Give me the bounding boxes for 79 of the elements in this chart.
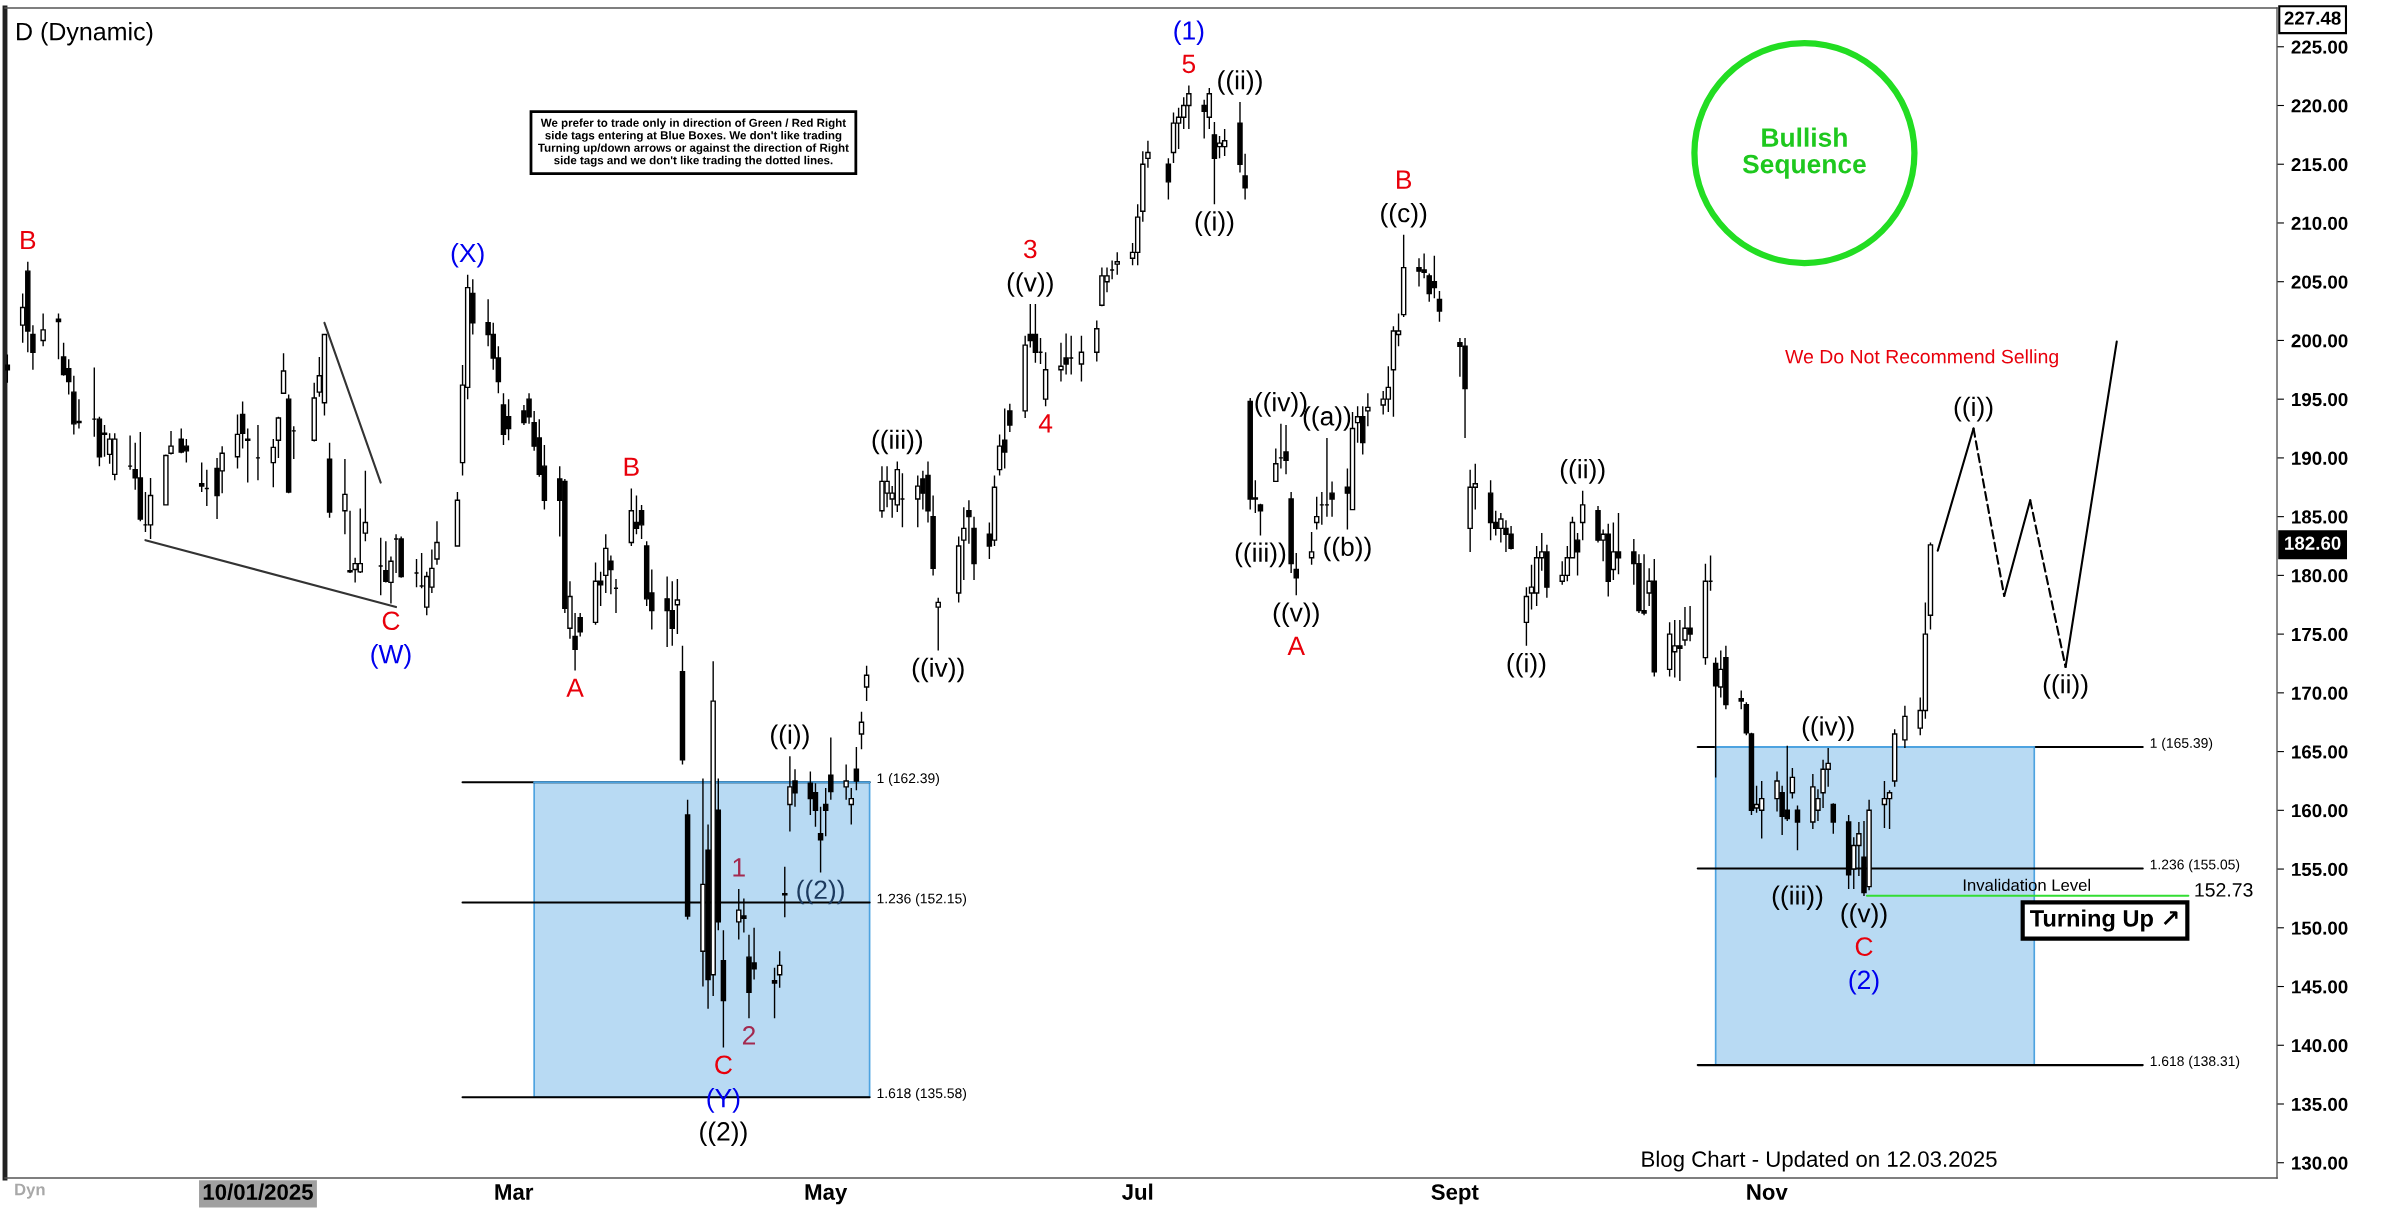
annotation: ((iv)) <box>1802 716 1854 741</box>
annotation: Turning Up ↗ <box>2030 909 2178 932</box>
annotation: Blog Chart - Updated on 12.03.2025 <box>1642 1150 1997 1172</box>
series-label: 1.618 (135.58) <box>877 1087 967 1101</box>
text: Dyn <box>15 1183 45 1199</box>
y-tick-label: 170.00 <box>2292 686 2348 700</box>
annotation: ((b)) <box>1324 536 1371 562</box>
annotation: ((i)) <box>1195 211 1234 236</box>
annotation: ((iii)) <box>872 429 923 455</box>
annotation: (2) <box>1849 969 1879 995</box>
annotation: B <box>1397 170 1412 189</box>
text: D (Dynamic) <box>17 22 153 46</box>
y-tick-label: 145.00 <box>2292 980 2348 994</box>
annotation: A <box>1287 636 1305 655</box>
y-tick-label: 140.00 <box>2292 1038 2348 1053</box>
annotation: (X) <box>451 242 484 268</box>
series-label: Invalidation Level <box>1963 878 2091 892</box>
annotation: C <box>715 1055 732 1075</box>
y-tick-label: 155.00 <box>2292 862 2348 877</box>
y-tick-label: 220.00 <box>2291 99 2348 113</box>
y-tick-label: 225.00 <box>2291 40 2348 54</box>
annotation: ((iv)) <box>912 657 964 683</box>
annotation: C <box>382 611 400 631</box>
y-tick-label: 190.00 <box>2292 451 2348 465</box>
annotation: ((v)) <box>1007 272 1053 297</box>
annotation: 2 <box>742 1026 755 1045</box>
annotation: ((ii)) <box>1560 459 1605 484</box>
annotation: ((iii)) <box>1235 542 1286 568</box>
data-label: 152.73 <box>2195 883 2253 897</box>
annotation: We prefer to trade only in direction of Green / Red Right side tags entering at Blue Boxes. We don't like trading Turning up/down arrows or against the direction of Right side tags and we don't like trading the dotted lines. <box>538 118 849 167</box>
annotation: We Do Not Recommend Selling <box>1785 349 2058 368</box>
y-tick-label: 130.00 <box>2292 1156 2348 1170</box>
annotation: ((v)) <box>1273 602 1319 628</box>
annotation: ((iii)) <box>1772 885 1823 911</box>
y-tick-label: 150.00 <box>2292 921 2348 935</box>
annotation: A <box>566 678 584 697</box>
x-tick-label: Nov <box>1747 1184 1788 1200</box>
annotation: (1) <box>1174 20 1204 46</box>
annotation: 1 <box>733 858 745 877</box>
annotation: ((i)) <box>771 724 809 750</box>
annotation: ((2)) <box>797 879 844 905</box>
y-tick-label: 135.00 <box>2292 1097 2348 1111</box>
annotation: ((c)) <box>1381 202 1427 228</box>
x-tick-label: Mar <box>495 1184 534 1200</box>
annotation: Bullish Sequence <box>1742 127 1866 179</box>
y-tick-label: 160.00 <box>2292 804 2348 818</box>
annotation: 3 <box>1023 239 1037 259</box>
series-label: 1.236 (152.15) <box>877 893 967 907</box>
annotation: B <box>21 230 36 250</box>
series-label: 1.618 (138.31) <box>2150 1055 2240 1069</box>
annotation: ((ii)) <box>2043 674 2088 699</box>
text: 182.60 <box>2285 536 2341 550</box>
y-tick-label: 210.00 <box>2291 216 2348 230</box>
y-tick-label: 185.00 <box>2292 510 2348 524</box>
x-tick-label: 10/01/2025 <box>203 1183 313 1201</box>
y-tick-label: 175.00 <box>2292 627 2348 642</box>
annotation: ((2)) <box>700 1121 747 1147</box>
annotation: ((ii)) <box>1218 70 1262 95</box>
y-tick-label: 215.00 <box>2291 157 2348 172</box>
series-label: 1 (162.39) <box>877 772 939 786</box>
x-tick-label: Sept <box>1431 1184 1479 1205</box>
annotation: C <box>1855 937 1873 956</box>
y-tick-label: 205.00 <box>2291 275 2348 289</box>
x-tick-label: Jul <box>1121 1183 1153 1200</box>
y-tick-label: 165.00 <box>2292 745 2348 759</box>
annotation: B <box>624 457 639 476</box>
y-tick-label: 195.00 <box>2292 392 2348 407</box>
y-tick-label: 200.00 <box>2291 334 2348 348</box>
series-label: 1.236 (155.05) <box>2150 859 2240 873</box>
annotation: ((i)) <box>1954 396 1993 422</box>
annotation: ((i)) <box>1507 653 1546 678</box>
x-tick-label: May <box>805 1184 848 1205</box>
annotation: (W) <box>371 644 411 669</box>
annotation: 4 <box>1038 414 1053 433</box>
annotation: 5 <box>1182 54 1196 74</box>
text: 227.48 <box>2284 11 2341 25</box>
annotation: ((v)) <box>1841 903 1887 928</box>
y-tick-label: 180.00 <box>2292 569 2348 583</box>
series-label: 1 (165.39) <box>2150 737 2213 751</box>
